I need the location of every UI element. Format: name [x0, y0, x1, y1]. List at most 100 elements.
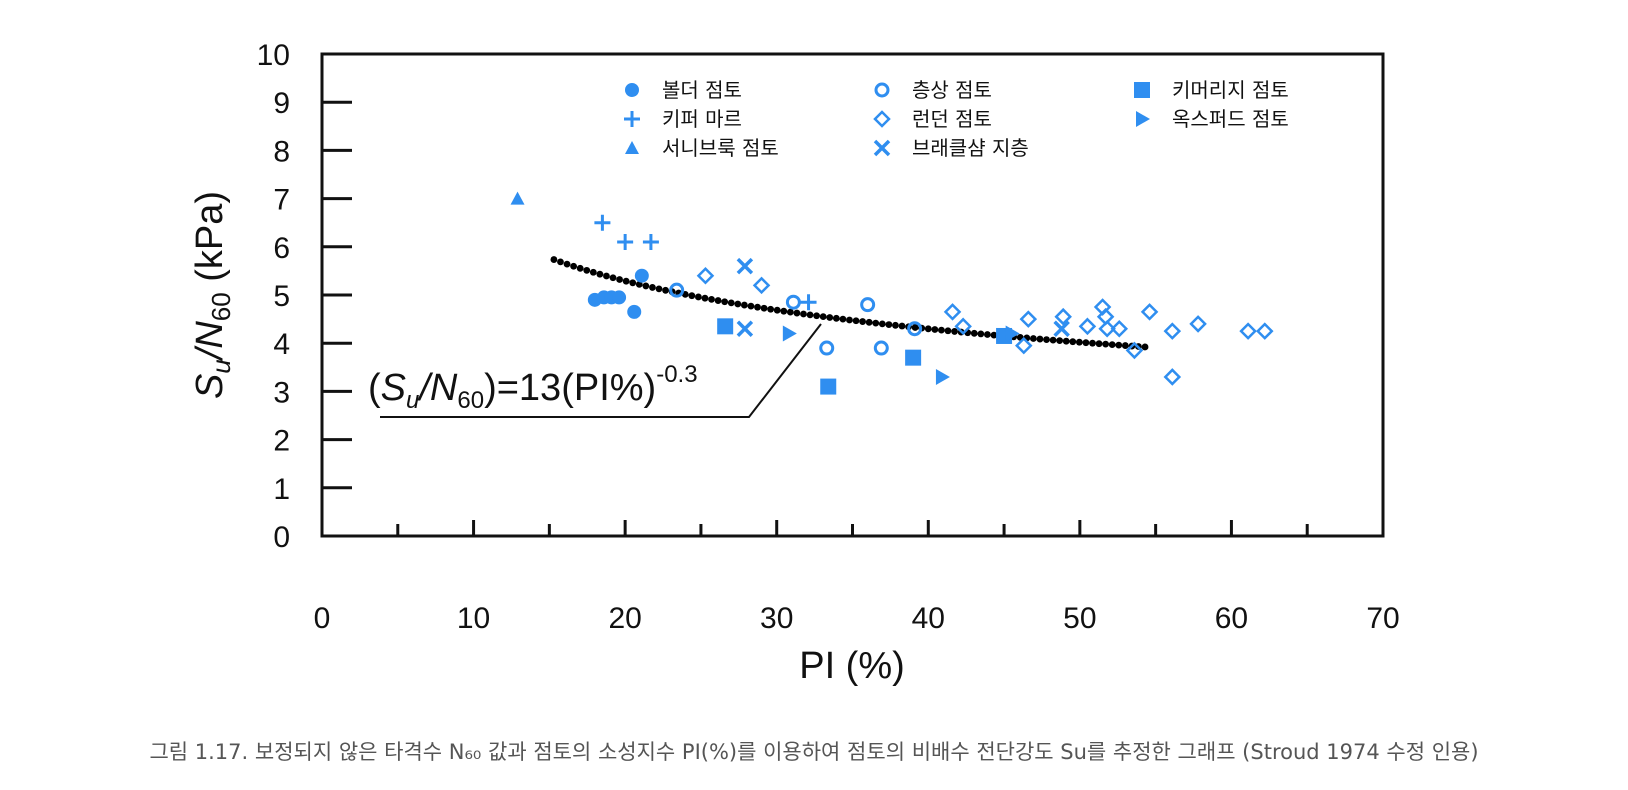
legend-entry-label: 볼더 점토 — [662, 78, 742, 102]
data-point-circle-open — [873, 340, 889, 356]
legend-entry-label: 층상 점토 — [912, 78, 992, 102]
trendline-dot — [793, 309, 801, 317]
trendline-dot — [714, 297, 722, 304]
legend-entry-label: 서니브룩 점토 — [662, 136, 779, 160]
trendline-dot — [865, 318, 873, 326]
trendline-dot — [1102, 340, 1110, 348]
data-point-square — [820, 378, 837, 395]
trendline-dot — [911, 324, 919, 331]
y-tick-label: 3 — [273, 376, 290, 409]
trendline-dot — [754, 303, 761, 311]
data-point-diamond-open — [1239, 322, 1257, 340]
trendline-dot — [642, 282, 650, 290]
trendline-dot — [780, 307, 788, 315]
trendline-dot — [786, 308, 794, 316]
y-tick-label: 9 — [273, 87, 290, 120]
trendline-dot — [708, 296, 715, 303]
trendline-dot — [576, 264, 584, 272]
equation-label: (Su/N60)=13(PI%)-0.3 — [368, 361, 698, 414]
y-tick-label: 8 — [273, 135, 290, 168]
trendline-dot — [1115, 341, 1123, 349]
trendline-dot — [1036, 335, 1044, 343]
trendline-dot — [589, 268, 597, 276]
trendline-dot — [721, 298, 729, 306]
data-point-diamond-open — [752, 276, 771, 295]
y-axis-title: Su/N60 (kPa) — [189, 191, 236, 399]
trendline-dot — [892, 321, 899, 329]
x-tick-label: 20 — [608, 602, 641, 635]
y-tick-label: 1 — [273, 473, 290, 506]
trendline-dot — [852, 317, 860, 325]
data-point-diamond-open — [1163, 368, 1182, 386]
legend-marker-triangle-up — [625, 141, 639, 154]
trendline-dot — [846, 316, 853, 324]
figure-panel: 0 10 20 30 40 50 60 70 0 1 2 3 4 5 6 7 8 9 10 (Su/N60)=13(… — [182, 42, 1476, 730]
y-tick-label: 2 — [273, 425, 290, 458]
trendline-dot — [826, 314, 834, 321]
trendline-dot — [740, 301, 748, 309]
trendline-dot — [990, 331, 998, 339]
trendline-dot — [938, 326, 945, 334]
y-tick-label: 10 — [257, 42, 290, 72]
x-tick-label: 0 — [314, 602, 331, 635]
trendline-dot — [662, 286, 669, 294]
trendline-dot — [951, 328, 958, 335]
y-tick-label: 4 — [273, 328, 290, 361]
y-tick-label: 6 — [273, 232, 290, 265]
trendline-dot — [872, 319, 880, 327]
data-point-plus — [642, 233, 659, 250]
trendline-dot — [550, 256, 558, 263]
trendline-dot — [1095, 340, 1103, 348]
data-point-square — [905, 349, 922, 366]
x-tick-label: 30 — [760, 602, 793, 635]
data-point-circle-open — [785, 294, 801, 310]
trendline-dot — [898, 322, 906, 330]
data-point-circle-open — [907, 321, 923, 337]
y-tick-label: 5 — [273, 280, 290, 313]
trendline-dot — [760, 304, 768, 312]
data-point-cross — [736, 320, 754, 337]
legend-marker-triangle-right — [1136, 111, 1150, 127]
data-point-triangle-right — [935, 368, 950, 385]
trendline-dot — [563, 260, 571, 268]
equation-leader-line — [380, 323, 822, 418]
trendline-dot — [570, 262, 578, 270]
scatter-chart: 0 10 20 30 40 50 60 70 0 1 2 3 4 5 6 7 8 9 10 (Su/N60)=13(… — [189, 42, 1400, 687]
trendline-dot — [1075, 338, 1083, 346]
legend-entry-label: 옥스퍼드 점토 — [1172, 107, 1289, 131]
trendline-dot — [819, 313, 827, 321]
trendline-dot — [878, 320, 886, 328]
data-point-diamond-open — [1019, 310, 1038, 328]
data-point-cross — [1053, 320, 1070, 337]
trendline-dot — [924, 325, 932, 333]
data-point-circle — [627, 304, 642, 319]
trendline-dot — [931, 326, 939, 333]
data-point-plus — [617, 233, 634, 250]
trendline-dot — [583, 266, 591, 274]
trendline-dot — [1069, 338, 1077, 346]
data-point-triangle-right — [1005, 325, 1020, 342]
trendline-dot — [1062, 337, 1070, 345]
data-point-triangle-right — [782, 325, 797, 342]
trendline-dot — [649, 284, 656, 291]
data-point-diamond-open — [1098, 319, 1116, 338]
trendline-dot — [813, 312, 821, 320]
data-point-diamond-open — [1078, 317, 1097, 336]
trendline-dot — [622, 277, 630, 285]
data-point-circle-open — [860, 297, 876, 313]
data-point-circle-open — [819, 340, 835, 356]
trendline-dot — [1049, 336, 1057, 344]
trendline-dot — [635, 280, 643, 288]
data-point-plus — [594, 214, 611, 231]
trendline-dot — [773, 306, 781, 314]
trendline-dot — [596, 270, 604, 278]
x-tick-label: 70 — [1366, 602, 1399, 635]
data-point-triangle-up — [510, 191, 525, 205]
data-point-diamond-open — [696, 266, 715, 285]
trendline-dot — [655, 285, 663, 293]
data-point-diamond-open — [1054, 307, 1072, 326]
trendline-dot — [832, 314, 840, 322]
legend-entry-label: 키머리지 점토 — [1172, 78, 1289, 102]
trendline-dot — [1089, 339, 1096, 347]
